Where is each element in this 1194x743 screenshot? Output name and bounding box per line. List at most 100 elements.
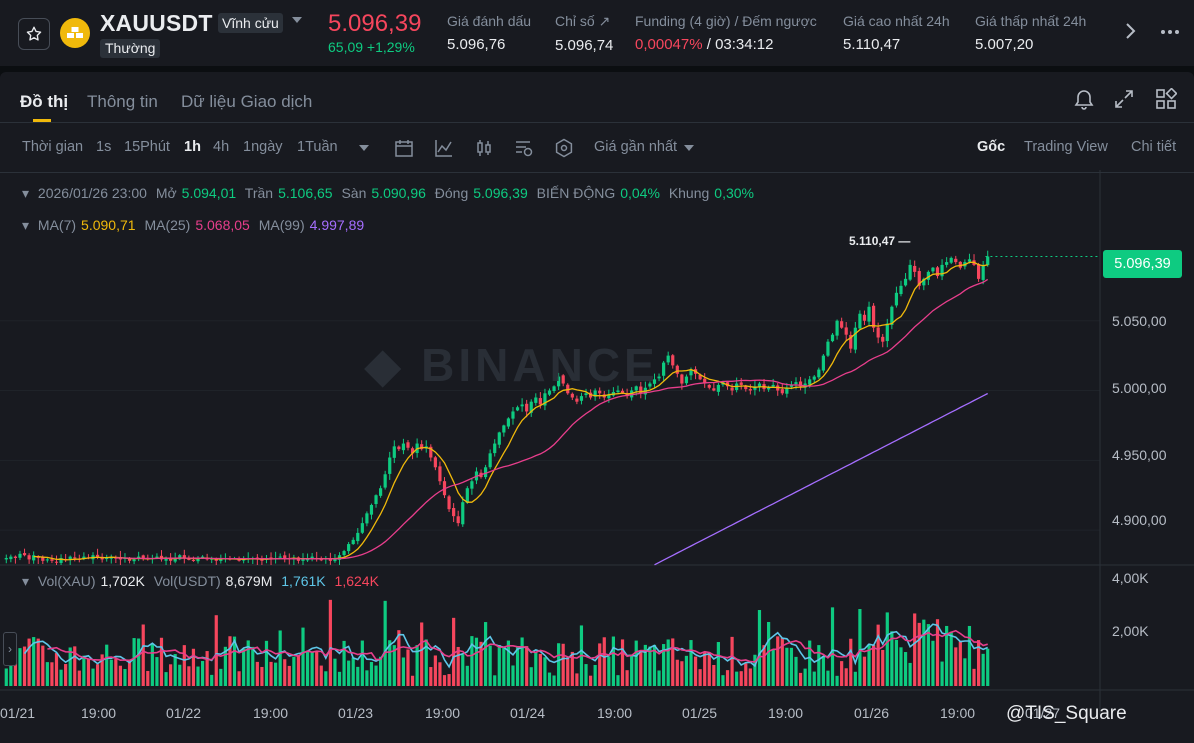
tab-trading-data[interactable]: Dữ liệu Giao dịch	[181, 92, 313, 111]
time-tick: 01/22	[166, 705, 202, 721]
volume-bar	[890, 631, 894, 686]
chevron-down-icon[interactable]	[359, 145, 369, 151]
candle-body	[50, 559, 54, 561]
volume-bar	[707, 652, 711, 686]
volume-bar	[210, 674, 214, 686]
candle-body	[835, 320, 839, 336]
chevron-down-icon[interactable]	[684, 145, 694, 151]
interval-1s[interactable]: 1s	[96, 139, 112, 155]
candle-body	[575, 398, 579, 402]
interval-15m[interactable]: 15Phút	[124, 139, 170, 155]
candle-body	[547, 390, 552, 395]
bell-icon[interactable]	[1073, 88, 1095, 110]
chart-settings-icon[interactable]	[514, 138, 534, 158]
gear-icon[interactable]	[554, 138, 574, 158]
view-original[interactable]: Gốc	[977, 139, 1006, 155]
chevron-down-icon[interactable]: ▾	[22, 185, 30, 201]
contract-type-badge[interactable]: Vĩnh cửu	[218, 13, 283, 33]
candle-body	[899, 285, 903, 295]
volume-bar	[178, 664, 182, 686]
more-icon[interactable]	[1160, 22, 1180, 45]
volume-bar	[780, 637, 784, 686]
price-type-select[interactable]: Giá gần nhất	[594, 139, 678, 155]
volume-bar	[59, 669, 63, 686]
volume-bar	[351, 657, 355, 686]
chevron-right-icon[interactable]	[1124, 22, 1136, 45]
interval-4h[interactable]: 4h	[213, 139, 230, 155]
candle-body	[497, 432, 501, 445]
volume-bar	[159, 637, 164, 686]
calendar-icon[interactable]	[394, 138, 414, 158]
time-tick: 19:00	[768, 705, 804, 721]
ma25-value: 5.068,05	[195, 217, 250, 233]
candle-body	[707, 384, 711, 388]
candle-body	[182, 555, 186, 559]
chevron-down-icon[interactable]: ▾	[22, 217, 30, 233]
candle-body	[347, 544, 351, 552]
chevron-down-icon[interactable]: ▾	[22, 573, 30, 589]
volume-ma-line	[47, 629, 988, 663]
open-value: 5.094,01	[181, 185, 237, 201]
volume-bar	[465, 665, 469, 686]
volume-bar	[552, 675, 556, 686]
candle-body	[452, 507, 456, 517]
candle-body	[812, 376, 816, 380]
favorite-button[interactable]	[18, 18, 50, 50]
scroll-left-button[interactable]: ›	[3, 632, 17, 666]
candle-body	[830, 334, 835, 342]
volume-bar	[607, 656, 611, 686]
volume-bar	[867, 644, 871, 686]
view-tradingview[interactable]: Trading View	[1024, 139, 1108, 155]
candle-body	[310, 556, 314, 559]
volume-bar	[141, 624, 145, 686]
ma7-value: 5.090,71	[81, 217, 136, 233]
candle-body	[420, 444, 424, 450]
candle-type-icon[interactable]	[474, 138, 494, 158]
stat-label: Funding (4 giờ) / Đếm ngược	[635, 13, 817, 29]
candle-body	[730, 387, 734, 391]
volume-bar	[844, 668, 848, 686]
index-price-stat[interactable]: Chỉ số ↗ 5.096,74	[555, 13, 613, 54]
volume-bar	[420, 622, 424, 686]
symbol-title[interactable]: XAUUSDT	[100, 10, 213, 36]
grid-layout-icon[interactable]	[1155, 88, 1177, 110]
volume-bar	[620, 639, 625, 686]
chevron-down-icon[interactable]	[292, 17, 302, 23]
volume-bar	[255, 661, 259, 686]
time-tick: 01/27	[1025, 705, 1061, 721]
candle-body	[808, 379, 812, 385]
candle-body	[922, 278, 926, 286]
candle-body	[584, 393, 588, 396]
volume-bar	[32, 637, 36, 686]
volume-bar	[319, 665, 323, 686]
candle-body	[488, 453, 492, 468]
volume-bar	[200, 661, 205, 686]
view-depth[interactable]: Chi tiết	[1131, 139, 1177, 155]
interval-1h[interactable]: 1h	[184, 139, 201, 155]
volume-bar	[588, 675, 593, 686]
candlestick-chart[interactable]	[0, 170, 1194, 730]
volume-bar	[625, 670, 629, 686]
interval-1d[interactable]: 1ngày	[243, 139, 283, 155]
volume-bar	[424, 639, 428, 686]
volume-bar	[538, 653, 542, 686]
volume-bar	[935, 619, 940, 686]
divider	[0, 122, 1194, 123]
candle-body	[981, 264, 985, 280]
interval-1w[interactable]: 1Tuần	[297, 139, 338, 155]
expand-icon[interactable]	[1113, 88, 1135, 110]
volume-bar	[283, 659, 287, 686]
tab-chart[interactable]: Đồ thị	[20, 92, 69, 111]
volume-bar	[105, 644, 109, 686]
indicator-icon[interactable]	[434, 138, 454, 158]
volume-bar	[242, 648, 246, 686]
volume-bar	[876, 624, 880, 686]
candle-body	[141, 555, 145, 559]
volume-bar	[9, 659, 13, 686]
volume-bar	[885, 612, 889, 686]
volume-bar	[703, 652, 707, 686]
tab-info[interactable]: Thông tin	[87, 92, 158, 111]
star-icon	[26, 26, 42, 41]
high-marker-value: 5.110,47	[849, 234, 896, 248]
volume-bar	[114, 658, 118, 686]
